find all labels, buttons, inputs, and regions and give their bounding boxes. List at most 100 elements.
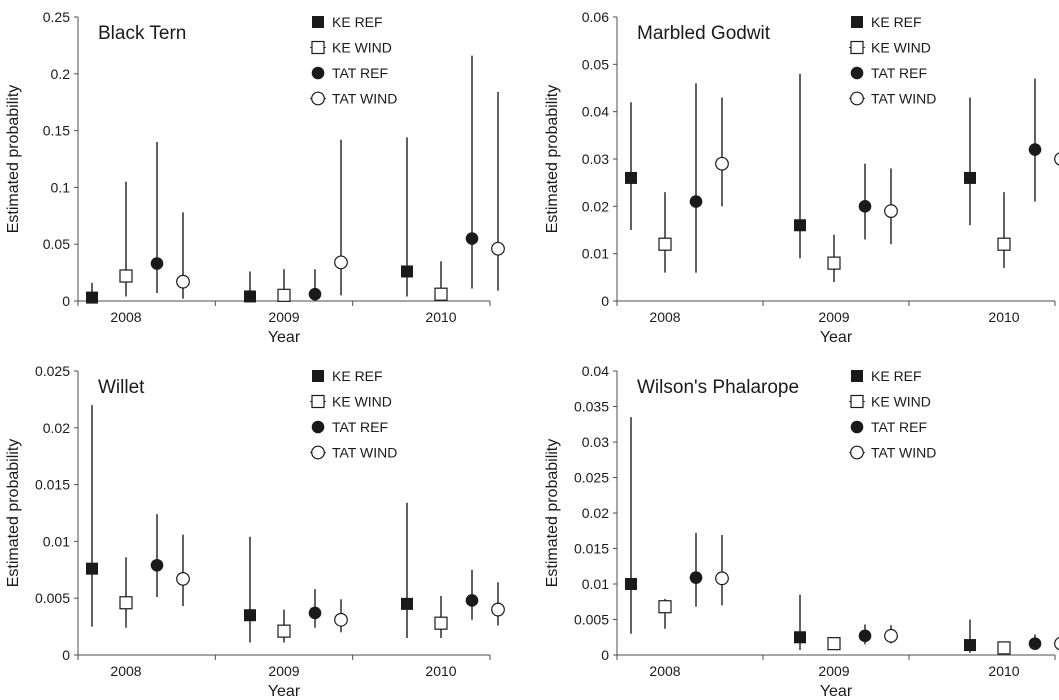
- y-tick-label: 0.02: [582, 198, 609, 214]
- x-axis-title: Year: [820, 683, 853, 700]
- y-tick-label: 0.01: [43, 533, 70, 549]
- y-tick-label: 0.25: [43, 9, 70, 25]
- point-tat-wind: [715, 156, 729, 171]
- y-tick-label: 0.01: [582, 246, 609, 262]
- point-ke-ref: [86, 291, 98, 304]
- point-tat-wind: [1054, 637, 1059, 651]
- legend-label-ke-ref: KE REF: [871, 368, 922, 384]
- y-tick-label: 0.01: [582, 576, 609, 592]
- point-tat-ref: [858, 629, 872, 643]
- y-tick-label: 0.02: [43, 420, 70, 436]
- point-ke-wind: [434, 616, 448, 630]
- x-axis-title: Year: [268, 683, 301, 700]
- point-tat-wind: [491, 602, 505, 617]
- x-axis-title: Year: [268, 329, 301, 346]
- y-tick-label: 0: [62, 647, 70, 663]
- point-tat-ref: [1028, 637, 1042, 650]
- legend-label-ke-wind: KE WIND: [332, 40, 392, 56]
- point-ke-ref: [964, 171, 976, 184]
- point-tat-ref: [308, 287, 322, 301]
- point-ke-ref: [244, 609, 256, 622]
- point-tat-wind: [715, 571, 729, 586]
- x-tick-label: 2008: [649, 309, 680, 325]
- y-tick-label: 0.015: [574, 541, 609, 557]
- point-ke-ref: [625, 578, 637, 590]
- point-ke-wind: [997, 237, 1011, 251]
- x-tick-label: 2009: [818, 663, 849, 679]
- y-tick-label: 0.02: [582, 505, 609, 521]
- y-tick-label: 0.15: [43, 123, 70, 139]
- y-tick-label: 0.06: [582, 9, 609, 25]
- y-tick-label: 0.035: [574, 399, 609, 415]
- point-tat-wind: [334, 612, 348, 627]
- point-ke-wind: [827, 637, 841, 651]
- legend-marker-tat-ref: [850, 66, 864, 80]
- legend-marker-ke-wind: [311, 394, 325, 409]
- point-tat-ref: [150, 558, 164, 572]
- point-tat-ref: [465, 594, 479, 607]
- wilsons-phalarope-title: Wilson's Phalarope: [637, 377, 799, 398]
- legend-marker-ke-wind: [850, 394, 864, 409]
- point-ke-ref: [794, 219, 806, 232]
- point-ke-ref: [794, 631, 806, 644]
- y-tick-label: 0.005: [35, 590, 70, 606]
- y-tick-label: 0.025: [35, 363, 70, 379]
- point-ke-wind: [277, 624, 291, 638]
- point-tat-ref: [689, 571, 703, 584]
- legend-label-ke-wind: KE WIND: [871, 394, 931, 410]
- legend-marker-ke-ref: [851, 16, 863, 28]
- point-tat-ref: [465, 232, 479, 245]
- point-tat-wind: [1054, 152, 1059, 166]
- y-tick-label: 0.04: [582, 104, 609, 120]
- legend-marker-ke-wind: [311, 40, 325, 55]
- point-ke-ref: [964, 639, 976, 652]
- point-tat-ref: [689, 195, 703, 208]
- y-tick-label: 0: [601, 647, 609, 663]
- point-tat-ref: [150, 257, 164, 270]
- legend-marker-ke-ref: [312, 370, 324, 382]
- point-ke-ref: [401, 597, 413, 610]
- legend-marker-tat-wind: [311, 91, 325, 106]
- point-tat-ref: [858, 200, 872, 213]
- y-axis-title: Estimated probability: [544, 439, 561, 588]
- x-tick-label: 2010: [988, 663, 1019, 679]
- y-tick-label: 0.005: [574, 612, 609, 628]
- point-ke-ref: [401, 265, 413, 278]
- y-axis-title: Estimated probability: [544, 85, 561, 234]
- point-ke-ref: [625, 171, 637, 184]
- point-ke-wind: [658, 237, 672, 251]
- legend-label-ke-ref: KE REF: [332, 368, 383, 384]
- point-tat-wind: [884, 204, 898, 218]
- y-tick-label: 0.05: [582, 56, 609, 72]
- x-tick-label: 2008: [110, 309, 141, 325]
- y-axis-title: Estimated probability: [5, 85, 22, 234]
- point-tat-ref: [1028, 143, 1042, 156]
- y-tick-label: 0.025: [574, 470, 609, 486]
- x-tick-label: 2009: [268, 663, 299, 679]
- legend-label-tat-ref: TAT REF: [871, 419, 927, 435]
- x-tick-label: 2008: [649, 663, 680, 679]
- legend-marker-ke-wind: [850, 40, 864, 55]
- y-tick-label: 0.1: [51, 179, 71, 195]
- legend-marker-tat-wind: [850, 91, 864, 106]
- y-tick-label: 0.04: [582, 363, 609, 379]
- point-tat-wind: [884, 628, 898, 643]
- legend-label-tat-wind: TAT WIND: [332, 91, 397, 107]
- x-axis-title: Year: [820, 329, 853, 346]
- x-tick-label: 2008: [110, 663, 141, 679]
- legend-label-ke-ref: KE REF: [332, 14, 383, 30]
- x-tick-label: 2009: [818, 309, 849, 325]
- point-ke-ref: [86, 562, 98, 575]
- wilsons-phalarope-chart: 0 0.005 0.01 0.015 0.02 0.025 0.03 0.035 0.04 200…: [544, 363, 1059, 700]
- legend-marker-ke-ref: [312, 16, 324, 28]
- point-ke-wind: [827, 256, 841, 270]
- x-tick-label: 2009: [268, 309, 299, 325]
- legend-marker-tat-wind: [850, 445, 864, 460]
- willet-title: Willet: [98, 377, 145, 398]
- legend-label-tat-ref: TAT REF: [332, 419, 388, 435]
- point-ke-wind: [119, 596, 133, 610]
- legend-label-ke-wind: KE WIND: [332, 394, 392, 410]
- y-tick-label: 0.015: [35, 477, 70, 493]
- y-tick-label: 0.03: [582, 151, 609, 167]
